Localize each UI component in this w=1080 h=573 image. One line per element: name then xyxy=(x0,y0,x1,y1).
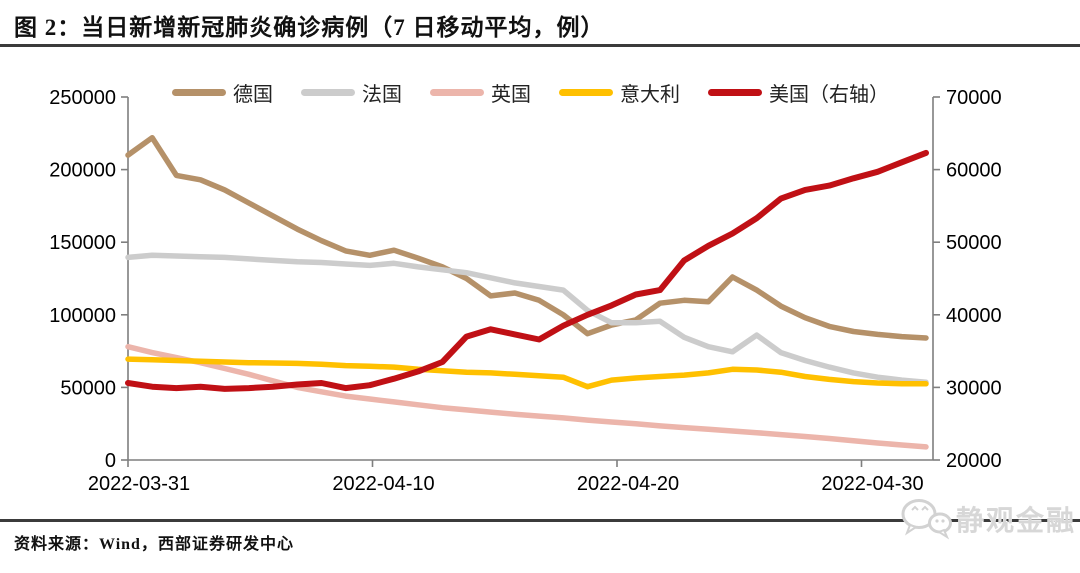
axes xyxy=(127,97,934,461)
legend-item-italy: 意大利 xyxy=(559,78,680,107)
series-line-italy xyxy=(125,356,929,390)
x-axis: 2022-03-31 2022-04-10 2022-04-20 2022-04-30 xyxy=(88,460,924,495)
x-tick-label: 2022-04-10 xyxy=(332,473,434,495)
legend-label: 美国（右轴） xyxy=(769,84,889,106)
y-tick-label-right: 50000 xyxy=(946,232,1002,254)
y-tick-label-left: 50000 xyxy=(60,377,116,399)
chart-legend: 德国 法国 英国 意大利 美国（右轴） xyxy=(128,78,933,107)
y-tick-label-right: 70000 xyxy=(946,87,1002,109)
y-tick-label-right: 20000 xyxy=(946,450,1002,472)
series-line-uk xyxy=(125,343,929,450)
footer-divider xyxy=(0,519,1080,522)
source-note: 资料来源：Wind，西部证券研发中心 xyxy=(14,536,294,553)
x-tick-label: 2022-04-30 xyxy=(821,473,923,495)
series-line-france xyxy=(125,252,929,386)
legend-item-usa: 美国（右轴） xyxy=(708,78,889,107)
y-tick-label-right: 30000 xyxy=(946,377,1002,399)
legend-item-france: 法国 xyxy=(301,78,402,107)
title-divider xyxy=(0,44,1080,47)
legend-label: 意大利 xyxy=(620,84,680,106)
legend-swatch xyxy=(430,89,484,96)
figure-title: 图 2：当日新增新冠肺炎确诊病例（7 日移动平均，例） xyxy=(14,15,605,40)
y-tick-label-right: 60000 xyxy=(946,160,1002,182)
x-tick-label: 2022-04-20 xyxy=(577,473,679,495)
y-axis-left: 0 50000 100000 150000 200000 250000 xyxy=(49,87,128,472)
watermark: 静观金融 xyxy=(900,497,1076,541)
series-line-germany xyxy=(125,134,929,341)
legend-swatch xyxy=(559,89,613,96)
x-tick-label: 2022-03-31 xyxy=(88,473,190,495)
y-tick-label-right: 40000 xyxy=(946,305,1002,327)
y-tick-label-left: 250000 xyxy=(49,87,116,109)
legend-swatch xyxy=(301,89,355,96)
legend-swatch xyxy=(172,89,226,96)
legend-item-germany: 德国 xyxy=(172,78,273,107)
legend-label: 英国 xyxy=(491,84,531,106)
legend-label: 德国 xyxy=(233,84,273,106)
y-tick-label-left: 100000 xyxy=(49,305,116,327)
legend-swatch xyxy=(708,89,762,96)
watermark-text: 静观金融 xyxy=(955,506,1076,537)
y-tick-label-left: 150000 xyxy=(49,232,116,254)
y-axis-right: 20000 30000 40000 50000 60000 70000 xyxy=(933,87,1002,472)
series-line-usa xyxy=(125,149,929,392)
y-tick-label-left: 200000 xyxy=(49,160,116,182)
wechat-icon xyxy=(901,499,952,540)
legend-item-uk: 英国 xyxy=(430,78,531,107)
legend-label: 法国 xyxy=(362,84,402,106)
y-tick-label-left: 0 xyxy=(105,450,116,472)
